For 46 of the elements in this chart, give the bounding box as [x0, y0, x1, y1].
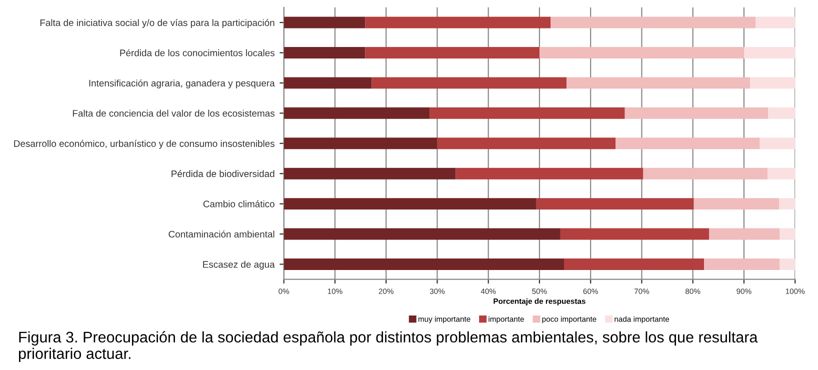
bar	[372, 77, 567, 89]
bar	[709, 228, 780, 240]
bar	[284, 198, 536, 210]
bar	[284, 258, 564, 270]
bar	[564, 258, 704, 270]
y-tick-label: Desarrollo económico, urbanístico y de consumo insostenibles	[14, 140, 274, 149]
bar	[624, 107, 768, 119]
bar	[284, 107, 430, 119]
bar	[756, 16, 796, 28]
bar	[768, 107, 796, 119]
bar	[616, 138, 760, 150]
y-tick-label: Falta de iniciativa social y/o de vías para la participación	[40, 19, 274, 28]
bar	[550, 16, 756, 28]
bar	[767, 168, 796, 180]
bar	[643, 168, 768, 180]
bar	[560, 228, 710, 240]
bar	[750, 77, 796, 89]
bar	[284, 138, 438, 150]
text: Figura 3. Preocupación de la sociedad española por distintos problemas ambientales, sobre los que resultara prioritario actuar.	[18, 331, 758, 362]
bar	[365, 16, 551, 28]
bar	[566, 77, 750, 89]
bar	[760, 138, 796, 150]
bar	[437, 138, 616, 150]
bar	[536, 198, 694, 210]
y-tick-label: Cambio climático	[203, 200, 274, 208]
y-tick-label: Contaminación ambiental	[168, 230, 274, 238]
y-tick-label: Pérdida de los conocimientos locales	[120, 49, 274, 56]
bar	[284, 168, 456, 180]
y-tick-label: Pérdida de biodiversidad	[172, 170, 274, 178]
y-tick-label: Escasez de agua	[203, 260, 275, 270]
bar	[779, 198, 796, 210]
bar	[284, 16, 366, 28]
bar	[284, 228, 560, 240]
bar	[284, 46, 366, 58]
bar	[284, 77, 372, 89]
y-tick-label: Intensificación agraria, ganadera y pesquera	[89, 79, 275, 88]
bar	[780, 258, 796, 270]
bar	[539, 46, 744, 58]
bar	[694, 198, 780, 210]
bar	[456, 168, 644, 180]
bar	[704, 258, 780, 270]
bar	[365, 46, 540, 58]
bar	[744, 46, 796, 58]
bar	[430, 107, 625, 119]
y-tick-label: Falta de conciencia del valor de los ecosistemas	[72, 110, 274, 117]
bar	[780, 228, 796, 240]
